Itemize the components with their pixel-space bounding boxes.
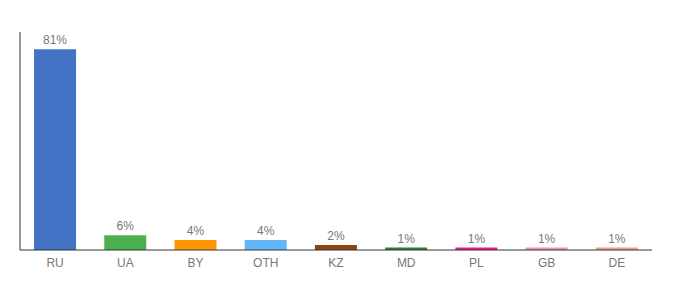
svg-text:4%: 4% [187,224,205,238]
svg-text:1%: 1% [468,232,486,246]
svg-text:RU: RU [46,256,63,270]
svg-text:PL: PL [469,256,484,270]
svg-text:1%: 1% [397,232,415,246]
svg-text:6%: 6% [117,219,135,233]
svg-text:4%: 4% [257,224,275,238]
svg-text:BY: BY [188,256,204,270]
svg-text:DE: DE [609,256,626,270]
svg-text:GB: GB [538,256,555,270]
svg-text:1%: 1% [608,232,626,246]
svg-text:1%: 1% [538,232,556,246]
svg-text:OTH: OTH [253,256,278,270]
svg-text:81%: 81% [43,33,67,47]
svg-text:UA: UA [117,256,134,270]
svg-text:2%: 2% [327,229,345,243]
svg-text:MD: MD [397,256,416,270]
svg-text:KZ: KZ [328,256,343,270]
